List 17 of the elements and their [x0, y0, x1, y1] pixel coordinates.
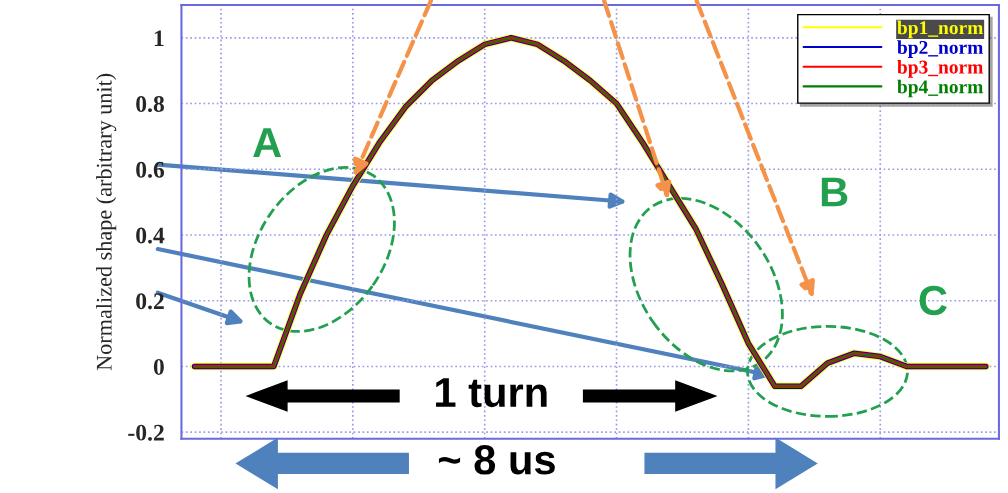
y-tick-label: 0.6 — [136, 161, 165, 178]
text: ~ 8 us — [438, 445, 555, 475]
legend-label: bp1_norm — [897, 20, 984, 39]
y-tick-label: 0 — [153, 358, 164, 375]
annotation: B — [821, 177, 848, 207]
annotation: C — [919, 285, 947, 316]
annotation: 1 turn — [436, 378, 547, 408]
y-tick-label: 0.4 — [136, 227, 165, 244]
annotation: A — [253, 128, 282, 158]
y-tick-label: 0.2 — [136, 293, 164, 310]
y-axis-title: Normalized shape (arbitrary unit) — [96, 73, 117, 371]
y-tick-label: 0.8 — [136, 96, 164, 113]
legend-label: bp2_norm — [897, 40, 984, 58]
legend-label: bp3_norm — [897, 60, 984, 78]
y-tick-label: 1 — [154, 30, 164, 46]
legend-label: bp4_norm — [897, 79, 984, 98]
y-tick-label: -0.2 — [128, 424, 164, 441]
